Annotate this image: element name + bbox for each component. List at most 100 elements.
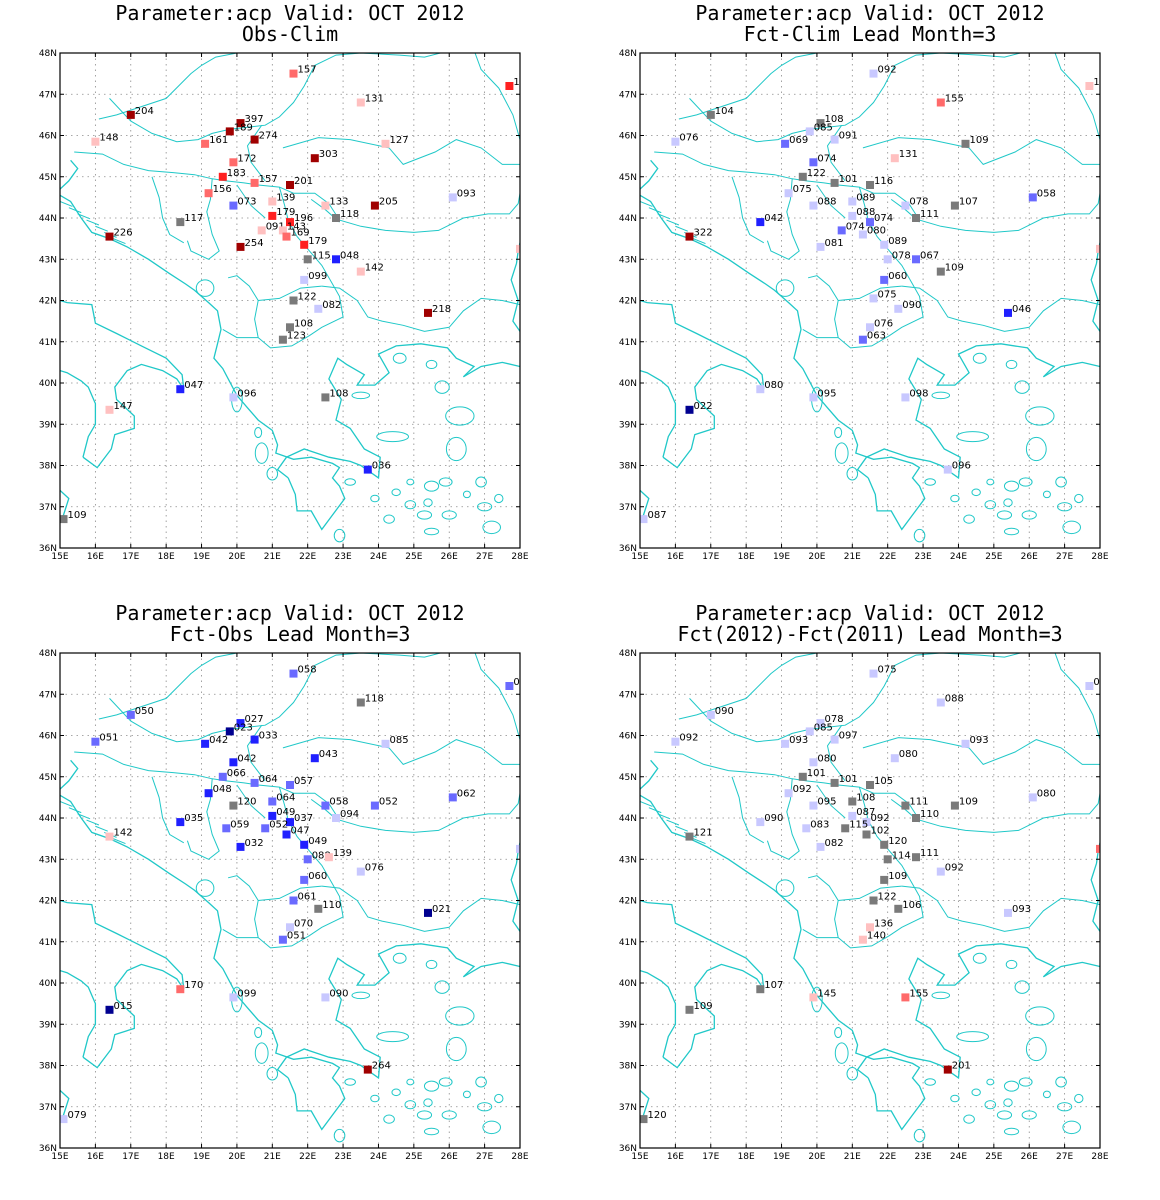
lon-tick-label: 17E: [122, 1152, 139, 1162]
lat-tick-label: 37N: [619, 503, 637, 513]
lon-tick-label: 17E: [702, 1152, 719, 1162]
lat-tick-label: 45N: [619, 173, 637, 183]
river-border-line: [109, 653, 443, 743]
station-marker: [936, 98, 945, 107]
island-outline: [423, 1080, 440, 1092]
island-outline: [1014, 380, 1030, 394]
station-label: 155: [909, 988, 928, 999]
station-marker: [936, 267, 945, 276]
lat-tick-label: 48N: [39, 49, 57, 59]
station-marker: [880, 275, 889, 284]
river-border-line: [826, 724, 846, 782]
station-marker: [282, 830, 291, 839]
station-marker: [363, 465, 372, 474]
lat-tick-label: 46N: [619, 132, 637, 142]
station-label: 085: [814, 722, 833, 733]
island-outline: [996, 1110, 1013, 1120]
station-label: 042: [764, 213, 783, 224]
station-marker: [126, 710, 135, 719]
station-marker: [448, 793, 457, 802]
station-label: 172: [237, 153, 256, 164]
station-marker: [60, 1115, 68, 1124]
island-outline: [956, 431, 990, 443]
station-label: 095: [524, 840, 543, 851]
lon-tick-label: 16E: [87, 1152, 104, 1162]
lat-tick-label: 43N: [39, 855, 57, 865]
station-marker: [1028, 193, 1037, 202]
station-label: 204: [135, 106, 154, 117]
station-label: 118: [365, 694, 384, 705]
station-marker: [866, 323, 874, 332]
lat-tick-label: 39N: [619, 1020, 637, 1030]
station-label: 074: [817, 153, 836, 164]
island-outline: [657, 813, 671, 820]
coastline: [510, 242, 520, 332]
station-marker: [289, 669, 298, 678]
lon-tick-label: 24E: [370, 1152, 387, 1162]
station-label: 083: [810, 819, 829, 830]
island-outline: [77, 213, 91, 220]
river-border-line: [246, 124, 266, 182]
island-outline: [1003, 480, 1020, 492]
station-marker: [201, 739, 210, 748]
station-marker: [784, 789, 793, 798]
station-label: 096: [237, 388, 256, 399]
station-label: 088: [856, 207, 875, 218]
station-marker: [869, 896, 878, 905]
river-border-line: [731, 176, 765, 244]
station-label: 015: [114, 1001, 133, 1012]
island-outline: [1021, 1110, 1037, 1120]
station-label: 037: [294, 813, 313, 824]
station-marker: [1085, 82, 1094, 90]
lon-tick-label: 26E: [441, 552, 458, 562]
station-marker: [816, 842, 825, 851]
river-border-line: [816, 784, 846, 819]
lat-tick-label: 36N: [619, 1144, 637, 1154]
station-label: 115: [849, 819, 868, 830]
station-label: 109: [694, 1001, 713, 1012]
lat-tick-label: 45N: [39, 773, 57, 783]
island-outline: [986, 1078, 995, 1086]
river-border-line: [862, 137, 970, 149]
station-marker: [781, 739, 790, 748]
station-label: 063: [867, 331, 886, 342]
station-label: 047: [184, 380, 203, 391]
station-marker: [356, 267, 365, 276]
river-border-line: [222, 328, 259, 339]
island-outline: [445, 436, 467, 462]
coastline: [856, 343, 1056, 480]
island-outline: [376, 1031, 410, 1043]
station-label: 092: [878, 65, 897, 76]
river-border-line: [862, 737, 970, 749]
station-marker: [250, 735, 259, 744]
coastline: [60, 969, 97, 1058]
station-label: 120: [888, 836, 907, 847]
island-outline: [931, 391, 951, 400]
river-border-line: [766, 178, 800, 260]
island-outline: [648, 807, 662, 814]
station-marker: [950, 201, 959, 210]
island-outline: [344, 478, 356, 486]
coastline: [60, 759, 79, 790]
station-marker: [1096, 844, 1100, 853]
coastline: [463, 361, 520, 378]
island-outline: [494, 493, 504, 504]
island-outline: [986, 478, 995, 486]
station-marker: [943, 1065, 952, 1074]
station-marker: [901, 993, 910, 1002]
station-label: 131: [365, 94, 384, 105]
station-label: 136: [874, 918, 893, 929]
station-marker: [866, 923, 874, 932]
station-marker: [858, 230, 867, 239]
river-border-line: [654, 151, 1100, 233]
lon-tick-label: 20E: [228, 552, 245, 562]
lon-tick-label: 15E: [631, 1152, 648, 1162]
station-label: 127: [390, 135, 409, 146]
lon-tick-label: 26E: [1021, 1152, 1038, 1162]
island-outline: [391, 488, 401, 497]
station-marker: [300, 875, 309, 884]
island-outline: [423, 480, 440, 492]
station-marker: [105, 232, 114, 241]
